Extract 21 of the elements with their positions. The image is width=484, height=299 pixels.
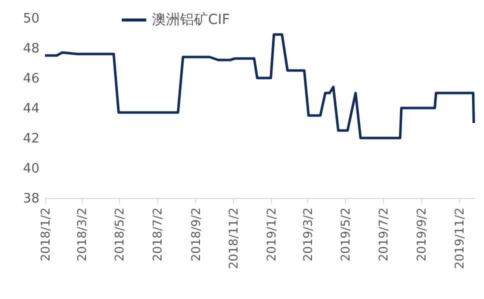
x-tick-label: 2018/3/2 <box>75 208 90 262</box>
x-tick-label: 2019/3/2 <box>300 208 315 262</box>
legend-label: 澳洲铝矿CIF <box>152 12 230 28</box>
x-tick-label: 2019/1/2 <box>264 208 278 262</box>
x-tick-label: 2018/11/2 <box>226 208 241 270</box>
x-tick-label: 2019/11/2 <box>452 208 466 270</box>
y-tick-label: 48 <box>22 42 40 56</box>
x-tick-label: 2018/1/2 <box>38 208 52 262</box>
x-tick-label: 2018/5/2 <box>112 208 127 262</box>
x-tick-label: 2018/7/2 <box>150 208 164 262</box>
y-tick-label: 38 <box>22 192 40 206</box>
line-series <box>44 33 476 140</box>
y-tick-label: 44 <box>22 102 40 116</box>
x-tick-label: 2018/9/2 <box>188 208 203 262</box>
x-tick-label: 2019/7/2 <box>376 208 390 262</box>
x-tick-label: 2019/9/2 <box>414 208 429 262</box>
y-tick-label: 50 <box>22 12 40 26</box>
y-tick-label: 46 <box>22 72 40 86</box>
y-tick-label: 42 <box>22 132 40 146</box>
x-tick-label: 2019/5/2 <box>338 208 353 262</box>
y-tick-label: 40 <box>22 162 40 176</box>
